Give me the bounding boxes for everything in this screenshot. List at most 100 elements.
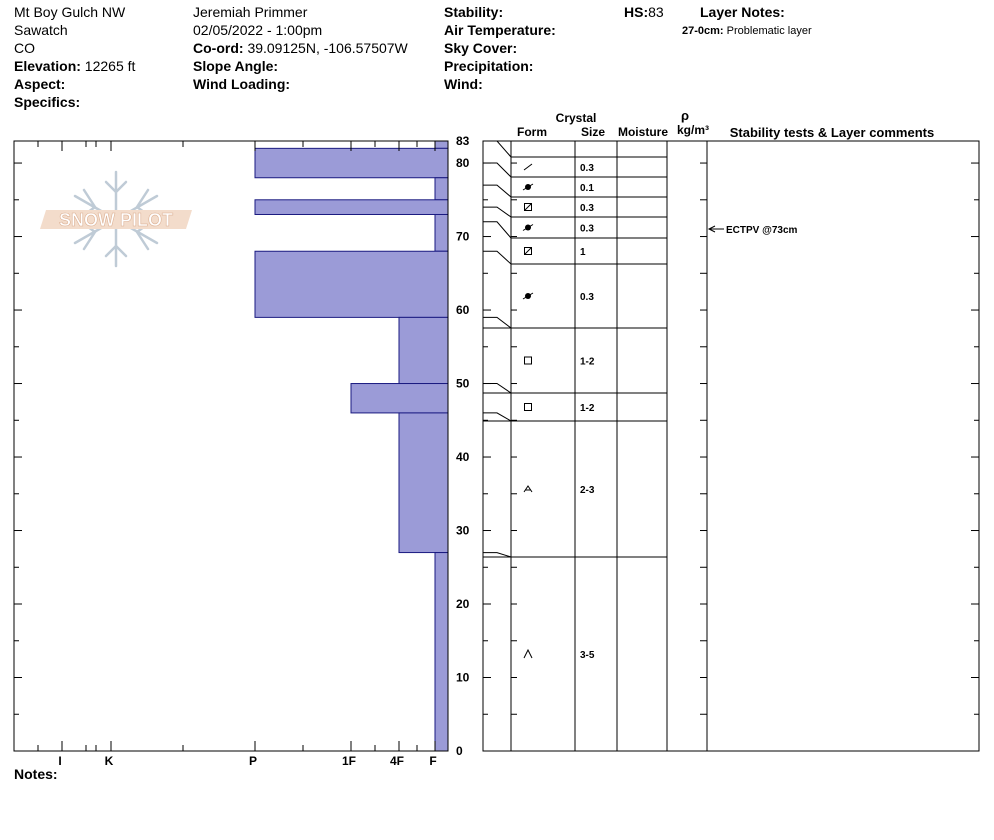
layer-connector-3 [483,206,512,218]
snow-height-label: HS: [624,4,649,20]
grain-square [524,356,532,365]
depth-label-60: 60 [456,303,470,317]
grain-size-0: 0.3 [580,163,594,174]
notes-label: Notes: [14,766,58,782]
grain-form-surface-hoar-icon [522,224,534,231]
location-name: Mt Boy Gulch NW [14,4,126,20]
hardness-label-P: P [249,754,257,768]
hardness-label-4F: 4F [390,754,404,768]
grain-size-4: 1 [580,247,586,258]
stability-arrow-icon [707,225,716,233]
depth-label-50: 50 [456,377,470,391]
layer-connector-4 [483,221,512,239]
wind-label: Wind: [444,76,483,92]
grain-size-5: 0.3 [580,292,594,303]
slope-angle-label: Slope Angle: [193,58,279,74]
layer-connector-6 [483,316,512,329]
grain-form-faceted-rounded-icon [524,247,532,255]
layer-connector-0 [483,140,512,158]
grain-size-1: 0.1 [580,183,594,194]
grain-form-surface-hoar-icon [522,292,534,300]
hardness-bar-3 [254,199,449,215]
elevation-label: Elevation: [14,58,81,74]
grain-form-faceted-icon [524,403,532,411]
form-header: Form [517,125,547,139]
coordinates-value: 39.09125N, -106.57507W [247,40,408,56]
observation-datetime: 02/05/2022 - 1:00pm [193,22,323,38]
layer-connector-1 [483,162,512,178]
stability-label: Stability: [444,4,504,20]
grain-slash [524,203,532,211]
size-header: Size [581,125,605,139]
specifics-label: Specifics: [14,94,81,110]
snow-height-row: HS:83 [624,3,664,21]
grain-form-surface-hoar-icon [522,183,534,191]
grain-square [524,203,532,211]
hardness-plot-frame [13,140,449,752]
state: CO [14,40,35,56]
grain-stroke [522,292,534,300]
grain-square [524,247,532,255]
grain-size-2: 0.3 [580,203,594,214]
stability-header: Stability tests & Layer comments [730,125,934,140]
layer-note: 27-0cm: Problematic layer [682,22,812,40]
grain-size-3: 0.3 [580,224,594,235]
observer-name: Jeremiah Primmer [193,4,308,20]
hardness-label-1F: 1F [342,754,356,768]
layer-notes-label: Layer Notes: [700,4,785,20]
grain-square [524,403,532,411]
wind-loading-label: Wind Loading: [193,76,291,92]
hardness-label-K: K [105,754,114,768]
depth-label-40: 40 [456,450,470,464]
layer-table-frame [482,140,980,752]
logo-text: SNOW PILOT [59,210,173,230]
hardness-bar-1 [254,147,449,179]
snowpilot-logo: SNOW PILOT [40,170,192,268]
layer-connector-2 [483,184,512,198]
mountain-range: Sawatch [14,22,68,38]
layer-note-depth: 27-0cm: [682,25,724,37]
aspect-label: Aspect: [14,76,66,92]
hardness-bar-0 [434,140,449,149]
hardness-label-F: F [429,754,436,768]
hardness-bar-9 [434,552,449,752]
elevation-row: Elevation: 12265 ft [14,57,135,75]
grain-size-8: 2-3 [580,485,595,496]
air-temperature-label: Air Temperature: [444,22,556,38]
grain-slash [524,247,532,255]
depth-label-10: 10 [456,671,470,685]
grain-caret [523,485,533,493]
snow-height-value: 83 [648,4,664,20]
hardness-bar-6 [398,316,449,385]
hardness-bar-2 [434,177,449,201]
grain-form-faceted-rounded-icon [524,203,532,211]
depth-label-30: 30 [456,524,470,538]
coordinates-row: Co-ord: 39.09125N, -106.57507W [193,39,408,57]
depth-label-0: 0 [456,744,463,758]
grain-caret [523,648,533,659]
depth-label-80: 80 [456,156,470,170]
layer-connector-7 [483,383,512,394]
moisture-header: Moisture [618,125,668,139]
grain-size-6: 1-2 [580,357,595,368]
depth-label-70: 70 [456,230,470,244]
density-symbol: ρ [681,108,689,123]
grain-form-depth-hoar-icon [523,648,533,659]
grain-form-depth-hoar-faceted-icon [523,485,533,493]
depth-label-20: 20 [456,597,470,611]
hardness-bar-5 [254,250,449,318]
stability-test-label-0: ECTPV @73cm [726,225,798,236]
precipitation-label: Precipitation: [444,58,534,74]
grain-stroke [522,183,534,191]
coordinates-label: Co-ord: [193,40,244,56]
layer-connector-5 [483,250,512,265]
grain-stroke [522,224,534,231]
crystal-header: Crystal [556,111,597,125]
grain-stroke [523,163,533,171]
elevation-value: 12265 ft [84,58,136,74]
sky-cover-label: Sky Cover: [444,40,518,56]
layer-connector-9 [483,552,512,558]
hardness-bar-4 [434,213,449,252]
logo-banner [40,210,192,229]
